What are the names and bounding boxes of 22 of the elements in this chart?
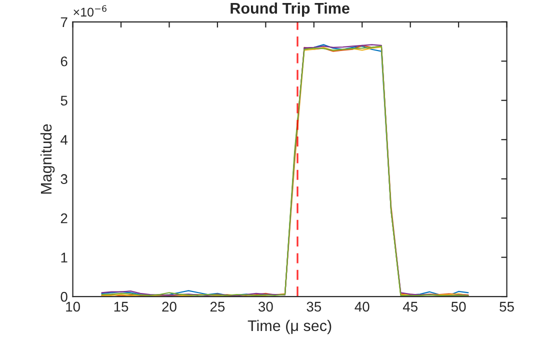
x-tick-label: 30 xyxy=(258,302,273,312)
y-axis-title: Magnitude xyxy=(40,124,55,194)
x-tick-label: 15 xyxy=(114,302,128,312)
y-tick-label: 1 xyxy=(61,252,68,262)
y-tick-label: 6 xyxy=(60,56,68,66)
x-tick-label: 35 xyxy=(306,302,322,312)
x-tick-label: 20 xyxy=(162,302,176,312)
x-tick-label: 45 xyxy=(402,302,418,312)
x-tick-label: 50 xyxy=(451,302,466,312)
chart-title: Round Trip Time xyxy=(230,2,350,17)
x-tick-label: 40 xyxy=(354,302,370,312)
x-tick-label: 55 xyxy=(500,302,514,312)
y-tick-label: 7 xyxy=(60,17,68,27)
y-tick-label: 0 xyxy=(60,292,68,302)
y-tick-label: 2 xyxy=(60,213,68,224)
y-tick-label: 3 xyxy=(60,174,68,184)
x-tick-label: 10 xyxy=(66,302,80,312)
y-tick-label: 5 xyxy=(60,96,68,106)
y-tick-label: 4 xyxy=(60,135,68,145)
text: ×10$^{−6}$ xyxy=(74,5,106,17)
x-tick-label: 25 xyxy=(210,302,225,312)
x-axis-title: Time (μ sec) xyxy=(248,320,332,334)
